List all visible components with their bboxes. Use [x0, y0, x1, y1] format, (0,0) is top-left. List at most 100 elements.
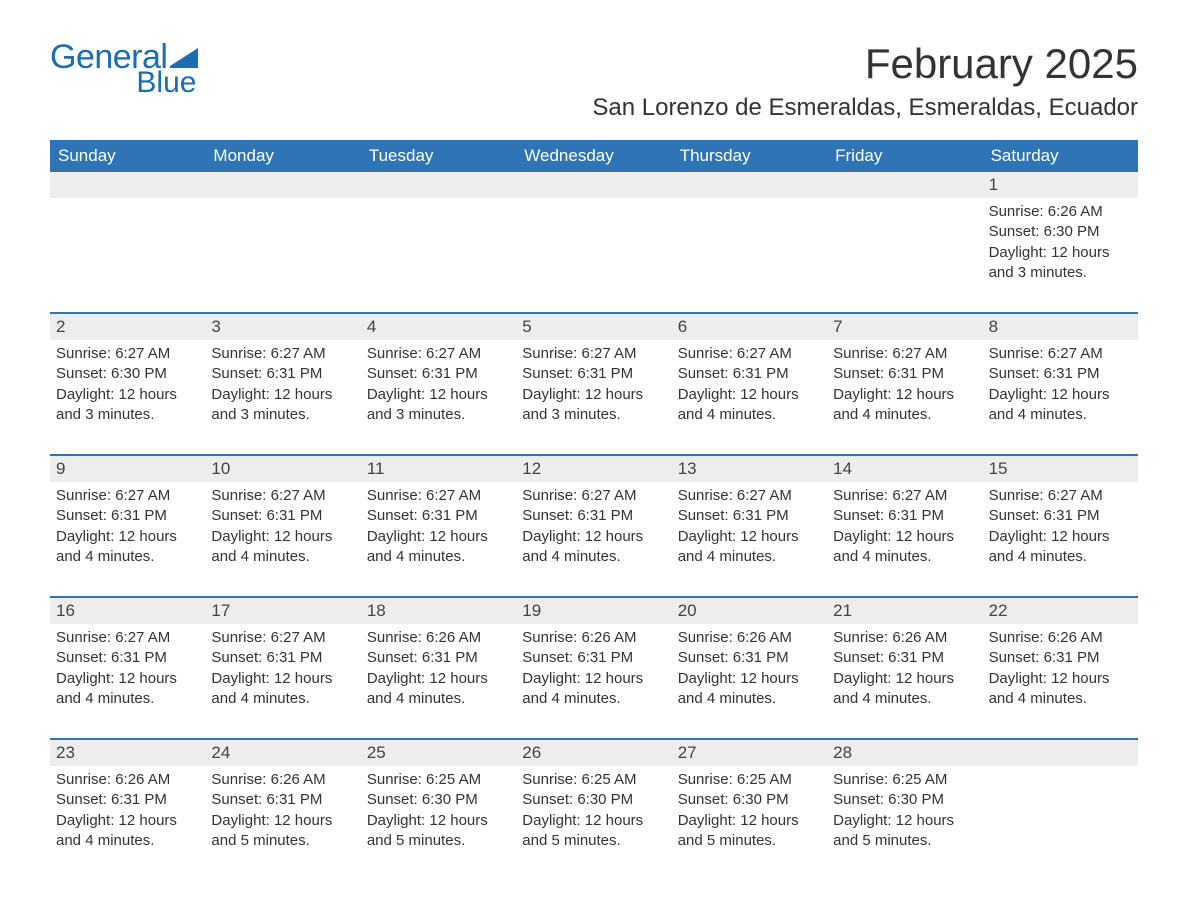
day-daylight2: and 5 minutes. — [522, 831, 665, 851]
calendar-day: 10Sunrise: 6:27 AMSunset: 6:31 PMDayligh… — [205, 456, 360, 584]
day-daylight2: and 4 minutes. — [367, 689, 510, 709]
day-number: 14 — [827, 456, 982, 482]
day-details: Sunrise: 6:27 AMSunset: 6:30 PMDaylight:… — [50, 340, 205, 425]
weekday-header: Thursday — [672, 140, 827, 172]
calendar-day — [672, 172, 827, 300]
day-details: Sunrise: 6:27 AMSunset: 6:31 PMDaylight:… — [205, 624, 360, 709]
day-number — [516, 172, 671, 198]
calendar-day: 27Sunrise: 6:25 AMSunset: 6:30 PMDayligh… — [672, 740, 827, 868]
day-sunset: Sunset: 6:31 PM — [211, 506, 354, 526]
day-details: Sunrise: 6:27 AMSunset: 6:31 PMDaylight:… — [361, 482, 516, 567]
calendar-day: 3Sunrise: 6:27 AMSunset: 6:31 PMDaylight… — [205, 314, 360, 442]
day-sunset: Sunset: 6:31 PM — [367, 648, 510, 668]
calendar-week: 16Sunrise: 6:27 AMSunset: 6:31 PMDayligh… — [50, 596, 1138, 726]
day-sunset: Sunset: 6:31 PM — [522, 506, 665, 526]
day-sunset: Sunset: 6:31 PM — [678, 364, 821, 384]
day-daylight1: Daylight: 12 hours — [367, 527, 510, 547]
day-details: Sunrise: 6:27 AMSunset: 6:31 PMDaylight:… — [827, 482, 982, 567]
calendar-day: 9Sunrise: 6:27 AMSunset: 6:31 PMDaylight… — [50, 456, 205, 584]
day-number: 27 — [672, 740, 827, 766]
calendar-day: 21Sunrise: 6:26 AMSunset: 6:31 PMDayligh… — [827, 598, 982, 726]
day-number: 26 — [516, 740, 671, 766]
day-sunrise: Sunrise: 6:26 AM — [989, 628, 1132, 648]
day-sunrise: Sunrise: 6:27 AM — [211, 628, 354, 648]
day-sunrise: Sunrise: 6:27 AM — [367, 344, 510, 364]
day-daylight2: and 3 minutes. — [56, 405, 199, 425]
day-number: 25 — [361, 740, 516, 766]
day-daylight2: and 4 minutes. — [833, 547, 976, 567]
day-number: 8 — [983, 314, 1138, 340]
day-details: Sunrise: 6:27 AMSunset: 6:31 PMDaylight:… — [205, 340, 360, 425]
day-daylight2: and 4 minutes. — [211, 547, 354, 567]
day-sunset: Sunset: 6:31 PM — [211, 790, 354, 810]
day-details: Sunrise: 6:27 AMSunset: 6:31 PMDaylight:… — [205, 482, 360, 567]
day-details: Sunrise: 6:27 AMSunset: 6:31 PMDaylight:… — [516, 340, 671, 425]
day-sunrise: Sunrise: 6:27 AM — [833, 486, 976, 506]
day-daylight1: Daylight: 12 hours — [989, 527, 1132, 547]
day-details: Sunrise: 6:27 AMSunset: 6:31 PMDaylight:… — [361, 340, 516, 425]
day-number: 24 — [205, 740, 360, 766]
day-sunset: Sunset: 6:31 PM — [211, 648, 354, 668]
day-details: Sunrise: 6:25 AMSunset: 6:30 PMDaylight:… — [672, 766, 827, 851]
day-sunrise: Sunrise: 6:27 AM — [833, 344, 976, 364]
day-sunset: Sunset: 6:30 PM — [833, 790, 976, 810]
day-sunset: Sunset: 6:31 PM — [989, 364, 1132, 384]
day-sunrise: Sunrise: 6:25 AM — [522, 770, 665, 790]
day-daylight1: Daylight: 12 hours — [367, 811, 510, 831]
day-daylight1: Daylight: 12 hours — [211, 385, 354, 405]
day-details: Sunrise: 6:26 AMSunset: 6:30 PMDaylight:… — [983, 198, 1138, 283]
day-sunrise: Sunrise: 6:25 AM — [833, 770, 976, 790]
day-sunrise: Sunrise: 6:27 AM — [678, 486, 821, 506]
day-daylight2: and 4 minutes. — [522, 547, 665, 567]
day-daylight2: and 4 minutes. — [211, 689, 354, 709]
day-details: Sunrise: 6:25 AMSunset: 6:30 PMDaylight:… — [827, 766, 982, 851]
calendar-day: 5Sunrise: 6:27 AMSunset: 6:31 PMDaylight… — [516, 314, 671, 442]
day-number — [983, 740, 1138, 766]
day-number: 12 — [516, 456, 671, 482]
day-number: 17 — [205, 598, 360, 624]
day-sunset: Sunset: 6:30 PM — [989, 222, 1132, 242]
day-number: 18 — [361, 598, 516, 624]
day-daylight2: and 4 minutes. — [678, 689, 821, 709]
day-number: 20 — [672, 598, 827, 624]
page-header: General Blue February 2025 San Lorenzo d… — [50, 40, 1138, 122]
day-sunrise: Sunrise: 6:26 AM — [211, 770, 354, 790]
calendar-week: 1Sunrise: 6:26 AMSunset: 6:30 PMDaylight… — [50, 172, 1138, 300]
day-details: Sunrise: 6:27 AMSunset: 6:31 PMDaylight:… — [50, 624, 205, 709]
day-daylight2: and 3 minutes. — [522, 405, 665, 425]
day-daylight1: Daylight: 12 hours — [522, 385, 665, 405]
day-sunrise: Sunrise: 6:26 AM — [367, 628, 510, 648]
day-sunrise: Sunrise: 6:26 AM — [989, 202, 1132, 222]
day-daylight1: Daylight: 12 hours — [833, 669, 976, 689]
day-sunset: Sunset: 6:31 PM — [522, 364, 665, 384]
calendar-day — [516, 172, 671, 300]
day-sunset: Sunset: 6:31 PM — [678, 648, 821, 668]
day-sunrise: Sunrise: 6:27 AM — [678, 344, 821, 364]
day-daylight1: Daylight: 12 hours — [833, 527, 976, 547]
day-daylight2: and 4 minutes. — [522, 689, 665, 709]
day-daylight2: and 3 minutes. — [367, 405, 510, 425]
day-number — [205, 172, 360, 198]
day-sunrise: Sunrise: 6:27 AM — [522, 486, 665, 506]
day-sunset: Sunset: 6:30 PM — [367, 790, 510, 810]
day-number: 6 — [672, 314, 827, 340]
weekday-header: Friday — [827, 140, 982, 172]
day-details: Sunrise: 6:26 AMSunset: 6:31 PMDaylight:… — [983, 624, 1138, 709]
day-sunrise: Sunrise: 6:27 AM — [211, 344, 354, 364]
day-daylight2: and 3 minutes. — [211, 405, 354, 425]
day-number: 23 — [50, 740, 205, 766]
day-daylight2: and 4 minutes. — [56, 689, 199, 709]
day-number: 10 — [205, 456, 360, 482]
calendar-day: 7Sunrise: 6:27 AMSunset: 6:31 PMDaylight… — [827, 314, 982, 442]
day-daylight2: and 4 minutes. — [989, 547, 1132, 567]
day-sunset: Sunset: 6:31 PM — [367, 506, 510, 526]
calendar-day: 20Sunrise: 6:26 AMSunset: 6:31 PMDayligh… — [672, 598, 827, 726]
day-sunset: Sunset: 6:30 PM — [678, 790, 821, 810]
day-sunrise: Sunrise: 6:27 AM — [989, 344, 1132, 364]
day-daylight2: and 4 minutes. — [989, 689, 1132, 709]
day-sunset: Sunset: 6:31 PM — [56, 648, 199, 668]
location-subtitle: San Lorenzo de Esmeraldas, Esmeraldas, E… — [592, 94, 1138, 122]
calendar-day: 22Sunrise: 6:26 AMSunset: 6:31 PMDayligh… — [983, 598, 1138, 726]
calendar-week: 2Sunrise: 6:27 AMSunset: 6:30 PMDaylight… — [50, 312, 1138, 442]
day-number: 5 — [516, 314, 671, 340]
